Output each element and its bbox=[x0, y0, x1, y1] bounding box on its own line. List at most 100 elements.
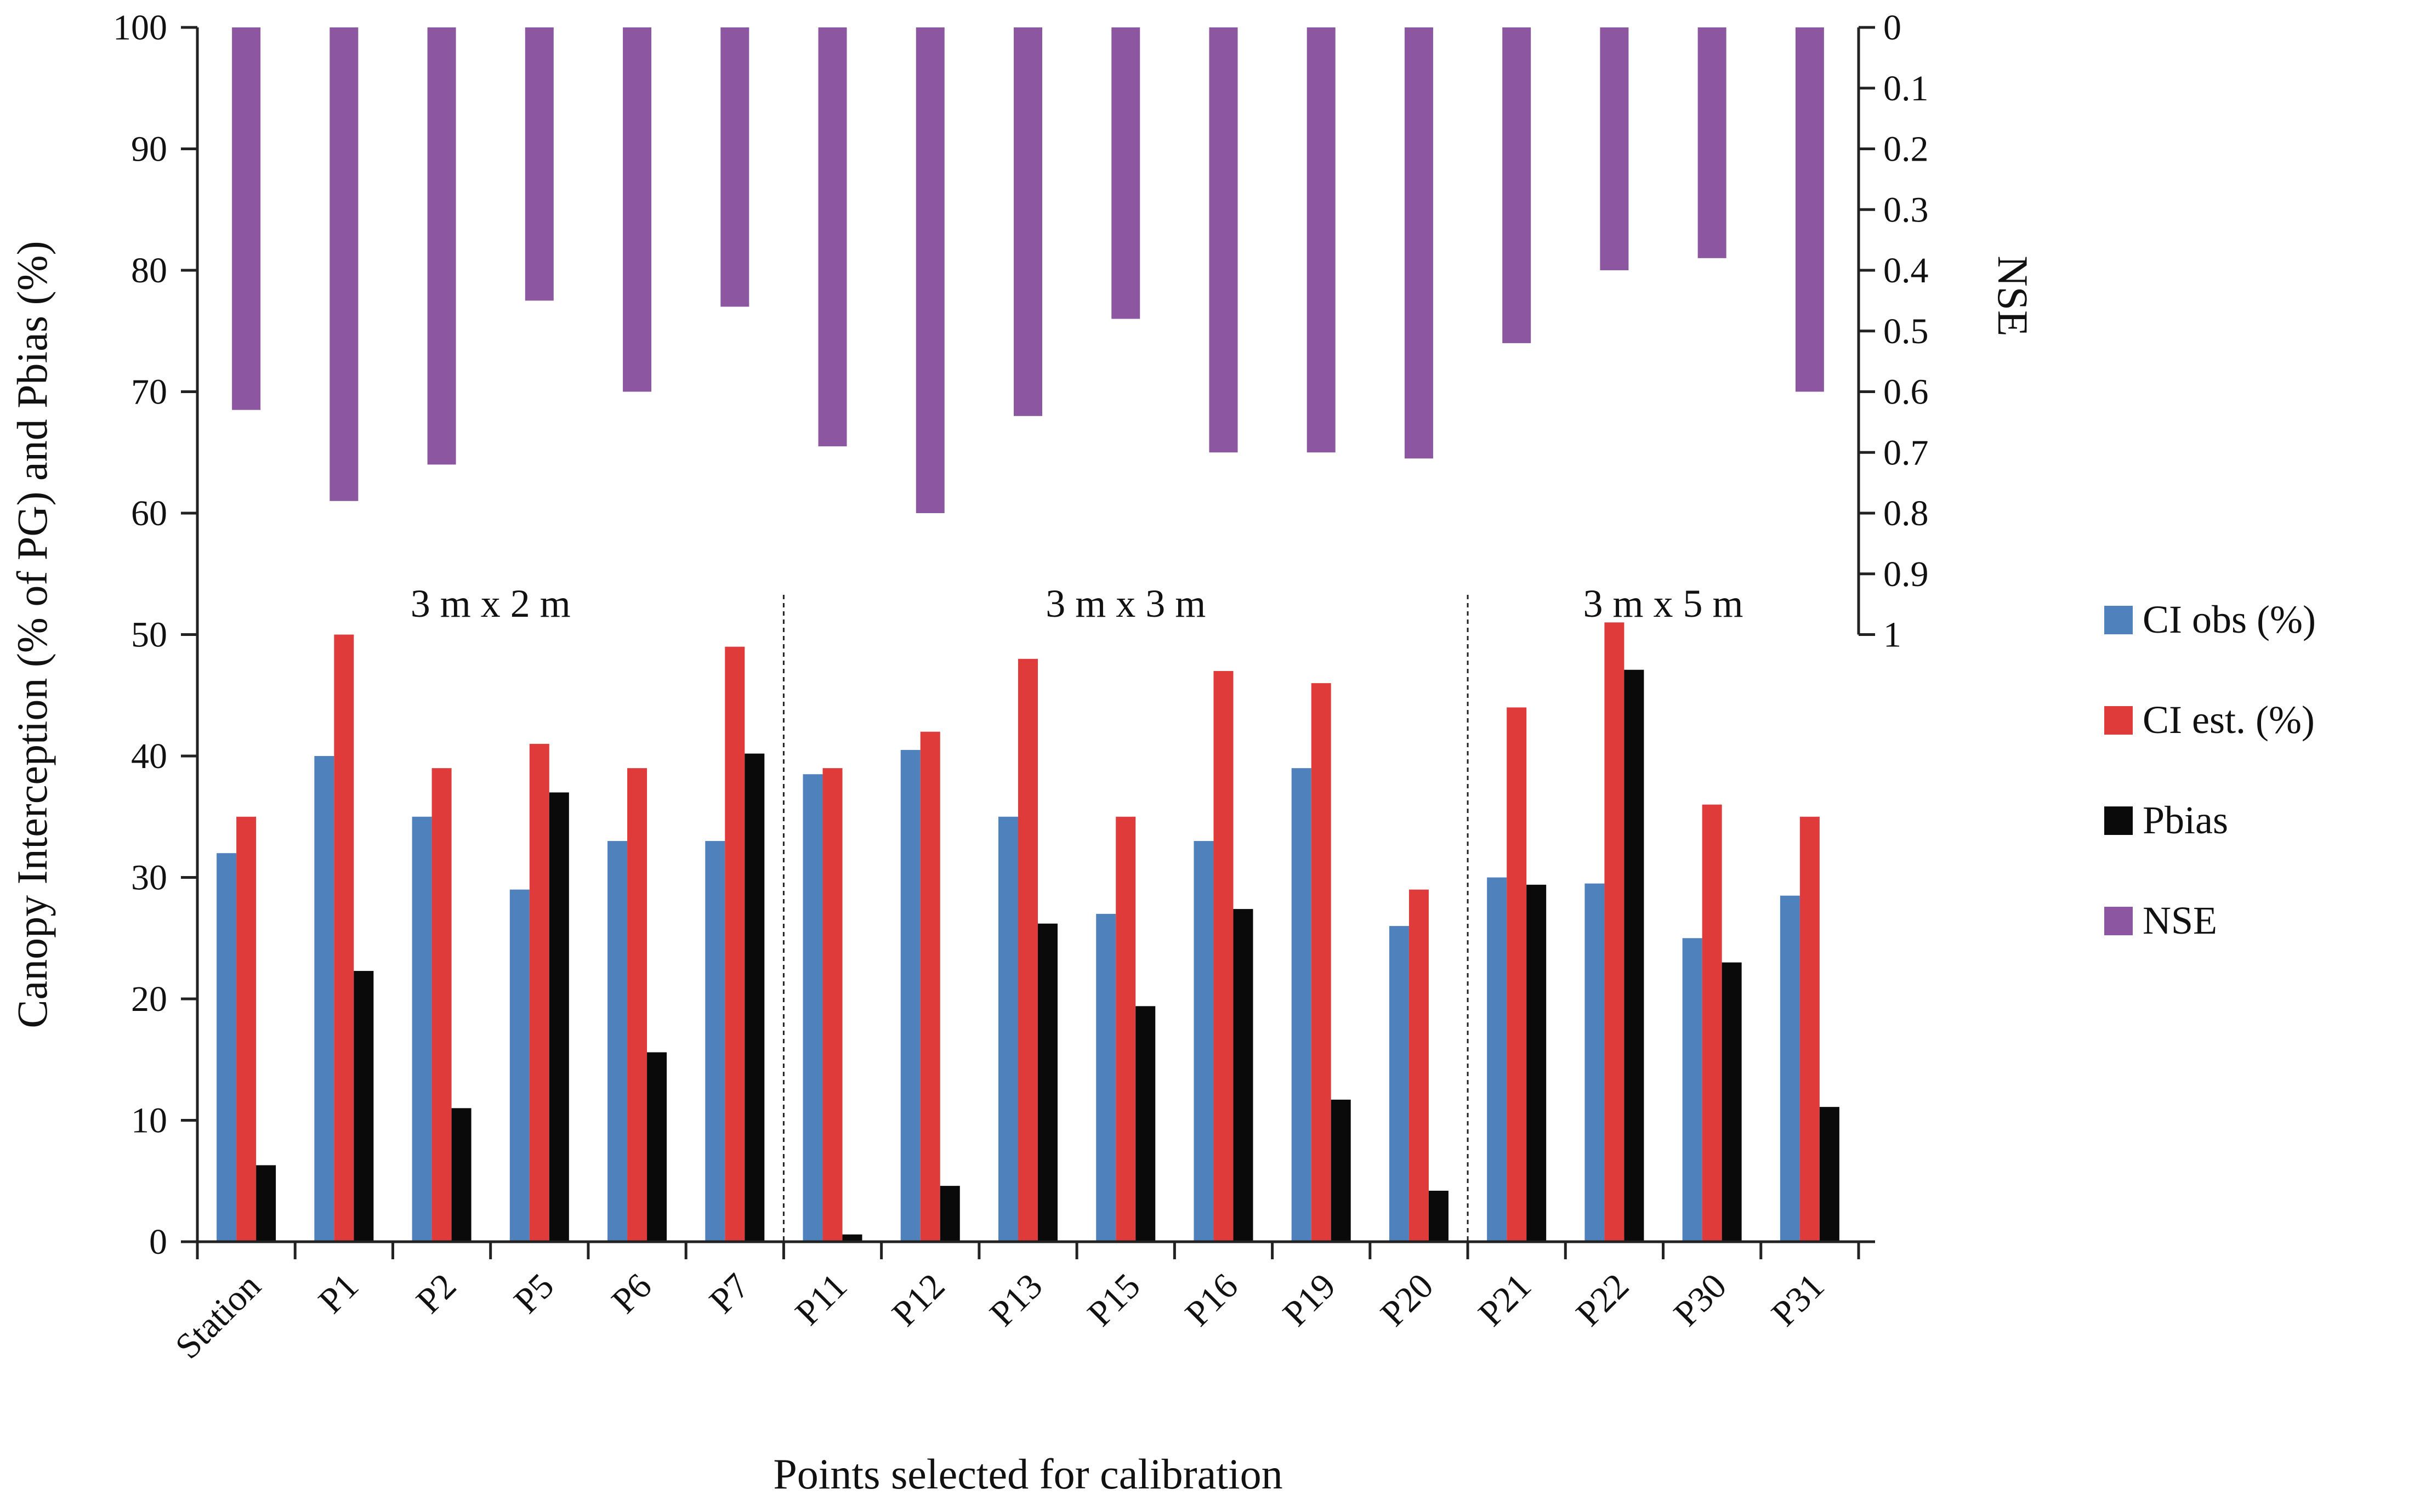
bar-ci-est bbox=[920, 731, 940, 1242]
bar-pbias bbox=[549, 792, 569, 1242]
bar-ci-est bbox=[529, 743, 549, 1242]
bar-pbias bbox=[1233, 909, 1253, 1242]
bar-ci-est bbox=[1702, 804, 1722, 1242]
legend-swatch bbox=[2104, 606, 2133, 634]
bar-ci-est bbox=[1116, 816, 1136, 1242]
y2-tick-label: 0.5 bbox=[1883, 311, 1929, 351]
bar-nse bbox=[916, 27, 945, 513]
x-tick-label: P13 bbox=[982, 1266, 1050, 1334]
y-tick-label: 90 bbox=[131, 129, 167, 169]
bar-pbias bbox=[451, 1108, 472, 1242]
bar-ci-obs bbox=[1096, 913, 1116, 1242]
bar-nse bbox=[720, 27, 749, 307]
x-tick-label: P5 bbox=[507, 1266, 562, 1321]
y-axis-title: Canopy Interception (% of PG) and Pbias … bbox=[8, 241, 56, 1028]
y2-tick-label: 0.7 bbox=[1883, 433, 1929, 473]
x-tick-label: P16 bbox=[1178, 1266, 1246, 1334]
bar-ci-est bbox=[725, 646, 745, 1242]
bar-pbias bbox=[354, 971, 374, 1242]
bar-nse bbox=[1600, 27, 1629, 270]
bar-pbias bbox=[647, 1052, 667, 1242]
x-tick-label: P2 bbox=[408, 1266, 464, 1321]
x-tick-label: P22 bbox=[1569, 1266, 1637, 1334]
bar-ci-obs bbox=[1291, 768, 1311, 1242]
bar-ci-est bbox=[1408, 889, 1429, 1242]
bar-ci-est bbox=[431, 768, 452, 1242]
bar-ci-obs bbox=[900, 749, 921, 1242]
x-tick-label: P31 bbox=[1764, 1266, 1832, 1334]
x-tick-label: P12 bbox=[884, 1266, 952, 1334]
bar-ci-obs bbox=[1682, 938, 1702, 1242]
bar-pbias bbox=[940, 1186, 960, 1242]
x-tick-label: P7 bbox=[702, 1266, 757, 1321]
y2-tick-label: 0.6 bbox=[1883, 372, 1929, 412]
legend-label: Pbias bbox=[2143, 798, 2228, 842]
bar-nse bbox=[1111, 27, 1140, 319]
y-tick-label: 30 bbox=[131, 858, 167, 898]
bar-pbias bbox=[256, 1165, 276, 1242]
group-label: 3 m x 2 m bbox=[411, 582, 571, 626]
bar-ci-est bbox=[1799, 816, 1820, 1242]
bar-nse bbox=[1014, 27, 1042, 416]
legend-swatch bbox=[2104, 806, 2133, 835]
bar-ci-est bbox=[627, 768, 647, 1242]
y-tick-label: 20 bbox=[131, 979, 167, 1019]
bar-pbias bbox=[1624, 669, 1644, 1242]
bar-ci-est bbox=[1213, 670, 1234, 1242]
x-axis-title: Points selected for calibration bbox=[773, 1450, 1282, 1498]
y-tick-label: 10 bbox=[131, 1101, 167, 1141]
legend: CI obs (%) CI est. (%) Pbias NSE bbox=[2104, 598, 2316, 942]
bar-ci-est bbox=[236, 816, 257, 1242]
bar-ci-est bbox=[1604, 622, 1625, 1242]
bar-ci-est bbox=[1507, 707, 1527, 1242]
y-tick-label: 100 bbox=[113, 8, 167, 48]
legend-swatch bbox=[2104, 706, 2133, 735]
y2-tick-label: 0.4 bbox=[1883, 251, 1929, 291]
bar-nse bbox=[427, 27, 456, 465]
bar-ci-obs bbox=[607, 841, 628, 1242]
y2-tick-label: 0.9 bbox=[1883, 554, 1929, 594]
bar-nse bbox=[623, 27, 652, 392]
y-tick-label: 50 bbox=[131, 615, 167, 655]
y2-tick-label: 0.1 bbox=[1883, 69, 1929, 109]
bar-pbias bbox=[1722, 962, 1742, 1242]
bar-nse bbox=[1502, 27, 1531, 343]
group-label: 3 m x 5 m bbox=[1583, 582, 1743, 626]
legend-label: CI est. (%) bbox=[2143, 698, 2315, 742]
bar-nse bbox=[1307, 27, 1336, 453]
bar-nse bbox=[1697, 27, 1726, 258]
x-tick-label: P19 bbox=[1275, 1266, 1343, 1334]
bar-ci-obs bbox=[1194, 841, 1214, 1242]
x-tick-label: P30 bbox=[1666, 1266, 1734, 1334]
bar-ci-est bbox=[822, 768, 843, 1242]
x-tick-label: P21 bbox=[1471, 1266, 1539, 1334]
bar-ci-est bbox=[1018, 658, 1038, 1242]
bar-ci-obs bbox=[412, 816, 432, 1242]
bar-ci-obs bbox=[1487, 877, 1507, 1242]
legend-label: CI obs (%) bbox=[2143, 598, 2316, 641]
y-tick-label: 70 bbox=[131, 372, 167, 412]
x-tick-label: P20 bbox=[1373, 1266, 1441, 1334]
y-tick-label: 60 bbox=[131, 493, 167, 533]
bar-nse bbox=[1404, 27, 1433, 459]
y2-tick-label: 0.3 bbox=[1883, 190, 1929, 230]
bar-nse bbox=[232, 27, 261, 410]
y2-tick-label: 0.2 bbox=[1883, 129, 1929, 169]
bar-ci-obs bbox=[1584, 883, 1605, 1242]
bar-pbias bbox=[1526, 884, 1547, 1242]
y2-tick-label: 0 bbox=[1883, 8, 1901, 48]
bar-ci-obs bbox=[217, 853, 237, 1242]
bar-pbias bbox=[1331, 1099, 1351, 1242]
bar-ci-obs bbox=[705, 841, 725, 1242]
legend-swatch bbox=[2104, 907, 2133, 935]
y-tick-label: 80 bbox=[131, 251, 167, 291]
y-tick-label: 0 bbox=[149, 1222, 167, 1262]
x-tick-label: P1 bbox=[311, 1266, 366, 1321]
x-tick-label: P15 bbox=[1080, 1266, 1148, 1334]
bar-nse bbox=[330, 27, 359, 501]
bar-pbias bbox=[1038, 923, 1058, 1242]
plot-area: 0 10 20 30 40 50 60 70 80 90 100 0 0.1 0.2 0.3 0.4 0.5 0.… bbox=[113, 8, 1929, 1367]
bar-pbias bbox=[842, 1234, 862, 1242]
bar-ci-est bbox=[334, 634, 354, 1242]
